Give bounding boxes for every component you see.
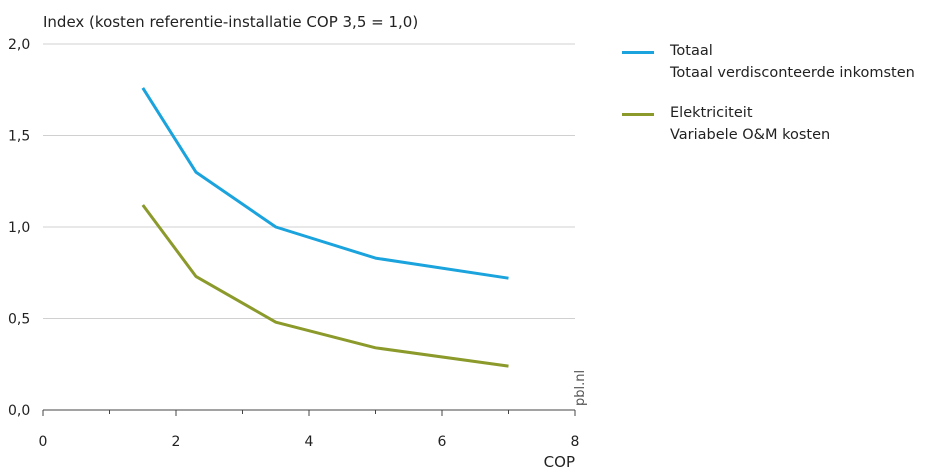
- legend-series-name: Totaal: [670, 43, 713, 59]
- legend: Totaal Totaal verdisconteerde inkomsten El…: [622, 40, 940, 164]
- x-axis-title: COP: [544, 453, 575, 470]
- x-tick-label: 2: [172, 434, 181, 450]
- watermark: pbl.nl: [573, 370, 588, 406]
- y-tick-label: 1,5: [8, 129, 30, 145]
- series-lines: [141, 87, 509, 368]
- legend-item: Elektriciteit Variabele O&M kosten: [622, 102, 940, 146]
- legend-series-sublabel: Variabele O&M kosten: [670, 127, 831, 143]
- series-line-elektriciteit: [141, 204, 509, 368]
- x-tick-label: 0: [39, 434, 48, 450]
- x-tick-label: 8: [571, 434, 580, 450]
- legend-swatch: [622, 113, 654, 116]
- y-tick-label: 2,0: [8, 37, 30, 53]
- legend-label: Elektriciteit Variabele O&M kosten: [670, 102, 940, 146]
- legend-swatch: [622, 51, 654, 54]
- series-line-totaal: [141, 87, 509, 280]
- x-tick-label: 4: [305, 434, 314, 450]
- y-tick-label: 1,0: [8, 220, 30, 236]
- legend-series-name: Elektriciteit: [670, 105, 753, 121]
- legend-series-sublabel: Totaal verdisconteerde inkomsten: [670, 65, 915, 81]
- y-tick-label: 0,5: [8, 312, 30, 328]
- legend-label: Totaal Totaal verdisconteerde inkomsten: [670, 40, 940, 84]
- y-tick-label: 0,0: [8, 403, 30, 419]
- legend-item: Totaal Totaal verdisconteerde inkomsten: [622, 40, 940, 84]
- x-tick-label: 6: [438, 434, 447, 450]
- y-axis-title: Index (kosten referentie-installatie COP…: [43, 13, 418, 31]
- axes: 0,0 0,5 1,0 1,5 2,0 0 2 4 6 8: [8, 37, 579, 450]
- gridlines: [43, 43, 575, 319]
